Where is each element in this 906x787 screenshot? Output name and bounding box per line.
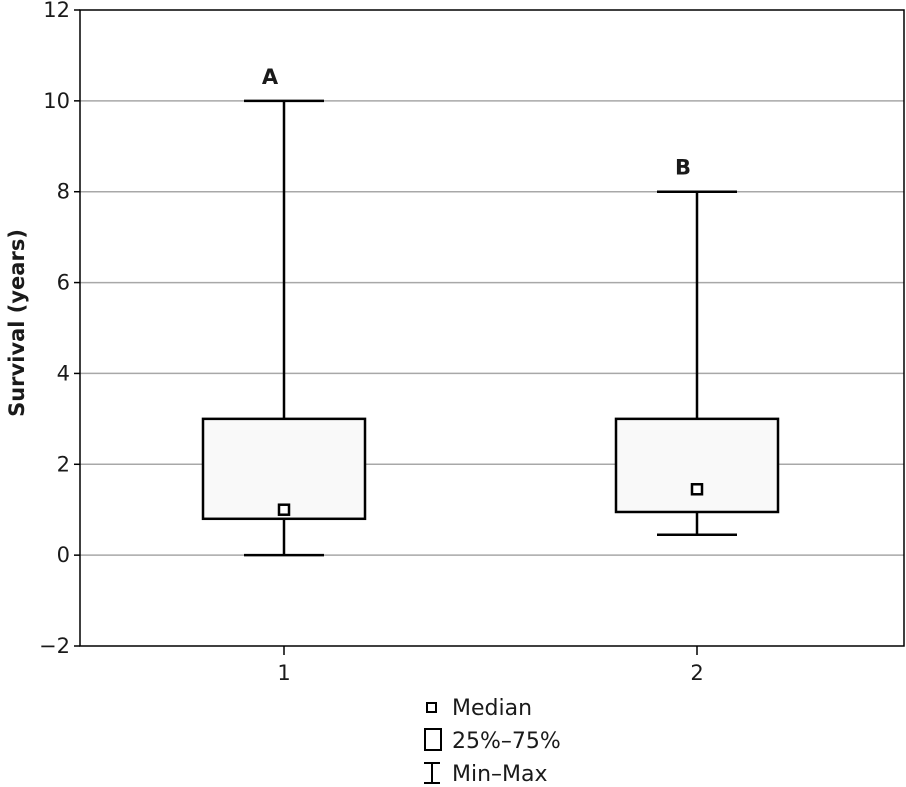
y-tick-label: 12	[43, 0, 70, 22]
legend-median-label: Median	[452, 696, 532, 721]
iqr-box	[614, 417, 780, 514]
group-letter-label: B	[675, 156, 691, 180]
y-axis-title: Survival (years)	[5, 229, 29, 417]
legend-whisker-icon	[424, 762, 440, 784]
box-group: A	[201, 65, 367, 557]
box-group: B	[614, 156, 780, 536]
boxes: AB	[201, 65, 780, 557]
median-marker	[277, 503, 291, 516]
legend-median-icon	[426, 702, 437, 713]
legend-box-icon	[424, 728, 442, 751]
y-tick-label: 2	[57, 452, 70, 476]
y-tick-label: 4	[57, 361, 70, 385]
iqr-box	[201, 417, 367, 521]
y-tick-label: 10	[43, 89, 70, 113]
group-letter-label: A	[262, 65, 279, 89]
x-tick-label: 1	[277, 661, 290, 685]
legend: Median 25%–75% Min–Max	[424, 696, 561, 787]
y-tick-label: 8	[57, 180, 70, 204]
legend-box-label: 25%–75%	[452, 729, 561, 754]
legend-whisker-label: Min–Max	[452, 762, 548, 787]
y-tick-label: 6	[57, 271, 70, 295]
y-tick-label: 0	[57, 543, 70, 567]
median-marker	[690, 483, 704, 496]
plot-frame	[79, 9, 905, 647]
x-tick-label: 2	[690, 661, 703, 685]
y-tick-label: −2	[39, 634, 70, 658]
